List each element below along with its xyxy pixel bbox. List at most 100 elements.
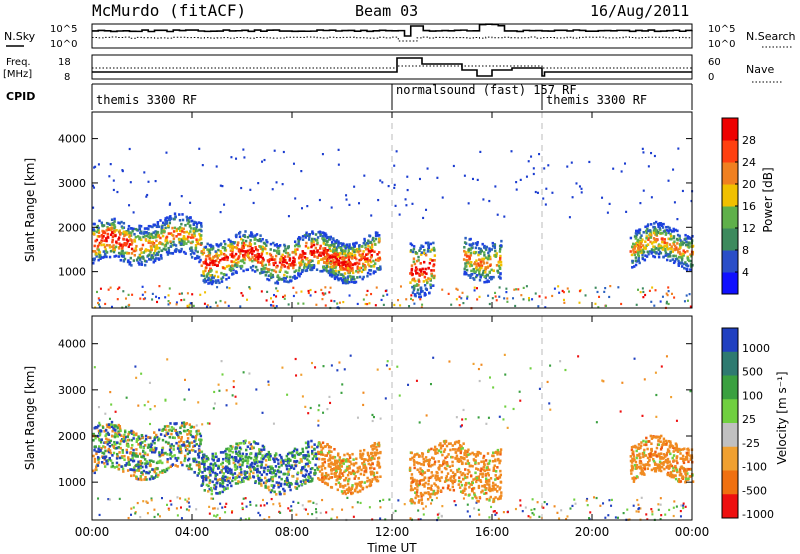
echo-cell — [371, 444, 374, 447]
echo-cell — [235, 446, 238, 450]
echo-cell — [487, 416, 490, 419]
echo-cell — [269, 490, 273, 494]
echo-cell — [484, 246, 487, 250]
echo-cell — [489, 257, 492, 261]
echo-cell — [686, 256, 689, 260]
echo-cell — [639, 240, 642, 244]
echo-cell — [153, 508, 156, 511]
echo-cell — [197, 456, 200, 459]
echo-cell — [425, 278, 428, 282]
echo-cell — [268, 263, 271, 266]
echo-cell — [686, 249, 689, 253]
colorbar-swatch — [722, 162, 738, 185]
echo-cell — [180, 438, 183, 441]
echo-cell — [264, 481, 267, 485]
echo-cell — [205, 275, 209, 278]
echo-cell — [125, 233, 129, 236]
echo-cell — [304, 441, 308, 445]
echo-cell — [197, 256, 200, 260]
echo-cell — [108, 244, 111, 247]
echo-cell — [92, 432, 95, 436]
echo-cell — [311, 457, 315, 461]
echo-cell — [210, 492, 213, 496]
echo-cell — [374, 231, 378, 234]
echo-cell — [326, 442, 329, 446]
echo-cell — [648, 233, 652, 236]
echo-cell — [221, 506, 224, 509]
echo-cell — [285, 480, 288, 484]
echo-cell — [422, 216, 425, 220]
echo-cell — [317, 261, 320, 265]
echo-cell — [670, 292, 673, 295]
echo-cell — [273, 460, 276, 464]
echo-cell — [373, 451, 376, 455]
echo-cell — [356, 302, 359, 306]
echo-cell — [672, 235, 676, 238]
echo-cell — [373, 457, 376, 460]
echo-cell — [230, 484, 233, 488]
echo-cell — [339, 242, 342, 245]
echo-cell — [366, 257, 369, 261]
echo-cell — [237, 255, 241, 258]
echo-cell — [424, 252, 427, 256]
echo-cell — [655, 415, 658, 418]
echo-cell — [414, 251, 417, 254]
echo-cell — [309, 294, 312, 297]
echo-cell — [150, 448, 153, 451]
echo-cell — [108, 498, 111, 501]
echo-cell — [318, 198, 321, 202]
echo-cell — [373, 475, 376, 479]
echo-cell — [351, 469, 355, 473]
echo-cell — [304, 252, 307, 255]
echo-cell — [183, 230, 186, 234]
nave-series — [92, 65, 692, 69]
echo-cell — [127, 293, 130, 296]
echo-cell — [335, 246, 338, 249]
echo-cell — [270, 476, 273, 479]
echo-cell — [480, 249, 484, 253]
echo-cell — [342, 276, 345, 279]
echo-cell — [334, 269, 337, 273]
echo-cell — [139, 463, 142, 466]
echo-cell — [538, 387, 541, 390]
echo-cell — [321, 258, 324, 261]
echo-cell — [310, 439, 313, 443]
echo-cell — [115, 461, 119, 465]
echo-cell — [154, 467, 157, 471]
echo-cell — [139, 465, 143, 468]
echo-cell — [307, 454, 311, 458]
echo-cell — [367, 462, 370, 466]
echo-cell — [378, 234, 381, 237]
echo-cell — [187, 509, 190, 512]
echo-cell — [334, 255, 338, 258]
echo-cell — [423, 291, 427, 295]
echo-cell — [359, 501, 362, 505]
echo-cell — [291, 474, 294, 478]
echo-cell — [372, 236, 375, 240]
echo-cell — [138, 227, 142, 231]
colorbar-tick-label: 28 — [742, 134, 756, 147]
echo-cell — [337, 262, 340, 266]
echo-cell — [339, 469, 342, 472]
echo-cell — [107, 222, 110, 226]
echo-cell — [668, 243, 672, 246]
echo-cell — [498, 286, 501, 289]
echo-cell — [295, 291, 298, 294]
echo-cell — [276, 289, 279, 293]
echo-cell — [330, 517, 333, 520]
echo-cell — [455, 298, 458, 301]
echo-cell — [131, 430, 134, 434]
echo-cell — [654, 233, 657, 236]
echo-cell — [176, 496, 179, 499]
echo-cell — [238, 446, 242, 450]
echo-cell — [366, 476, 369, 480]
echo-cell — [419, 290, 423, 293]
echo-cell — [267, 270, 270, 273]
echo-cell — [398, 213, 401, 216]
echo-cell — [145, 500, 148, 503]
echo-cell — [207, 269, 211, 273]
echo-cell — [209, 267, 212, 271]
echo-cell — [220, 280, 224, 283]
echo-cell — [253, 462, 256, 466]
echo-cell — [206, 304, 209, 307]
